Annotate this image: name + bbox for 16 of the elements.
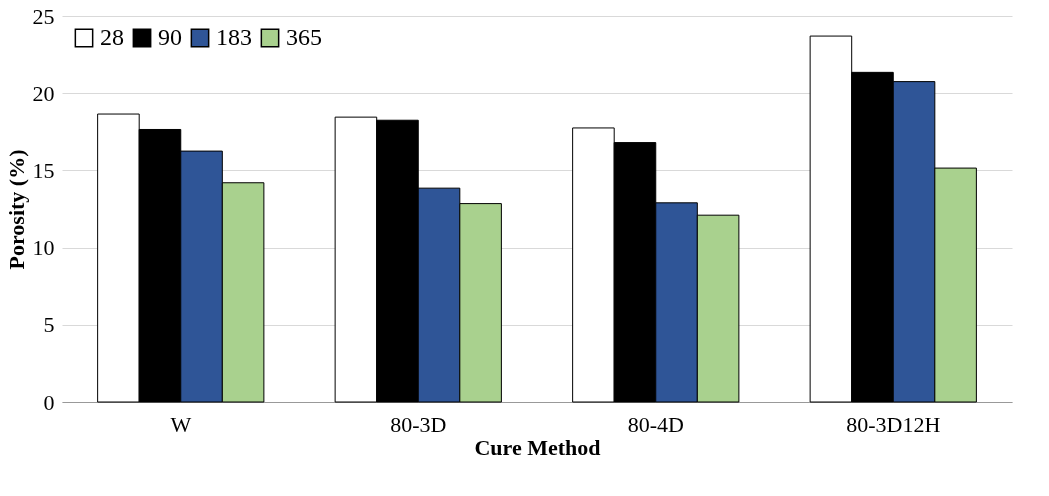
legend-label: 365 bbox=[286, 24, 322, 50]
x-tick-label: 80-4D bbox=[627, 411, 684, 437]
y-tick-label: 10 bbox=[32, 235, 55, 261]
x-tick-label: 80-3D bbox=[390, 411, 447, 437]
x-axis-title: Cure Method bbox=[474, 434, 601, 460]
legend-label: 28 bbox=[100, 24, 124, 50]
y-tick-label: 5 bbox=[43, 312, 55, 338]
y-tick-label: 20 bbox=[32, 80, 55, 106]
y-tick-label: 15 bbox=[32, 157, 55, 183]
legend-label: 90 bbox=[158, 24, 182, 50]
y-axis-title: Porosity (%) bbox=[3, 149, 29, 270]
x-tick-label: 80-3D12H bbox=[846, 411, 941, 437]
y-tick-label: 25 bbox=[32, 3, 55, 29]
legend-label: 183 bbox=[216, 24, 252, 50]
x-tick-label: W bbox=[170, 411, 192, 437]
y-tick-label: 0 bbox=[43, 389, 55, 415]
